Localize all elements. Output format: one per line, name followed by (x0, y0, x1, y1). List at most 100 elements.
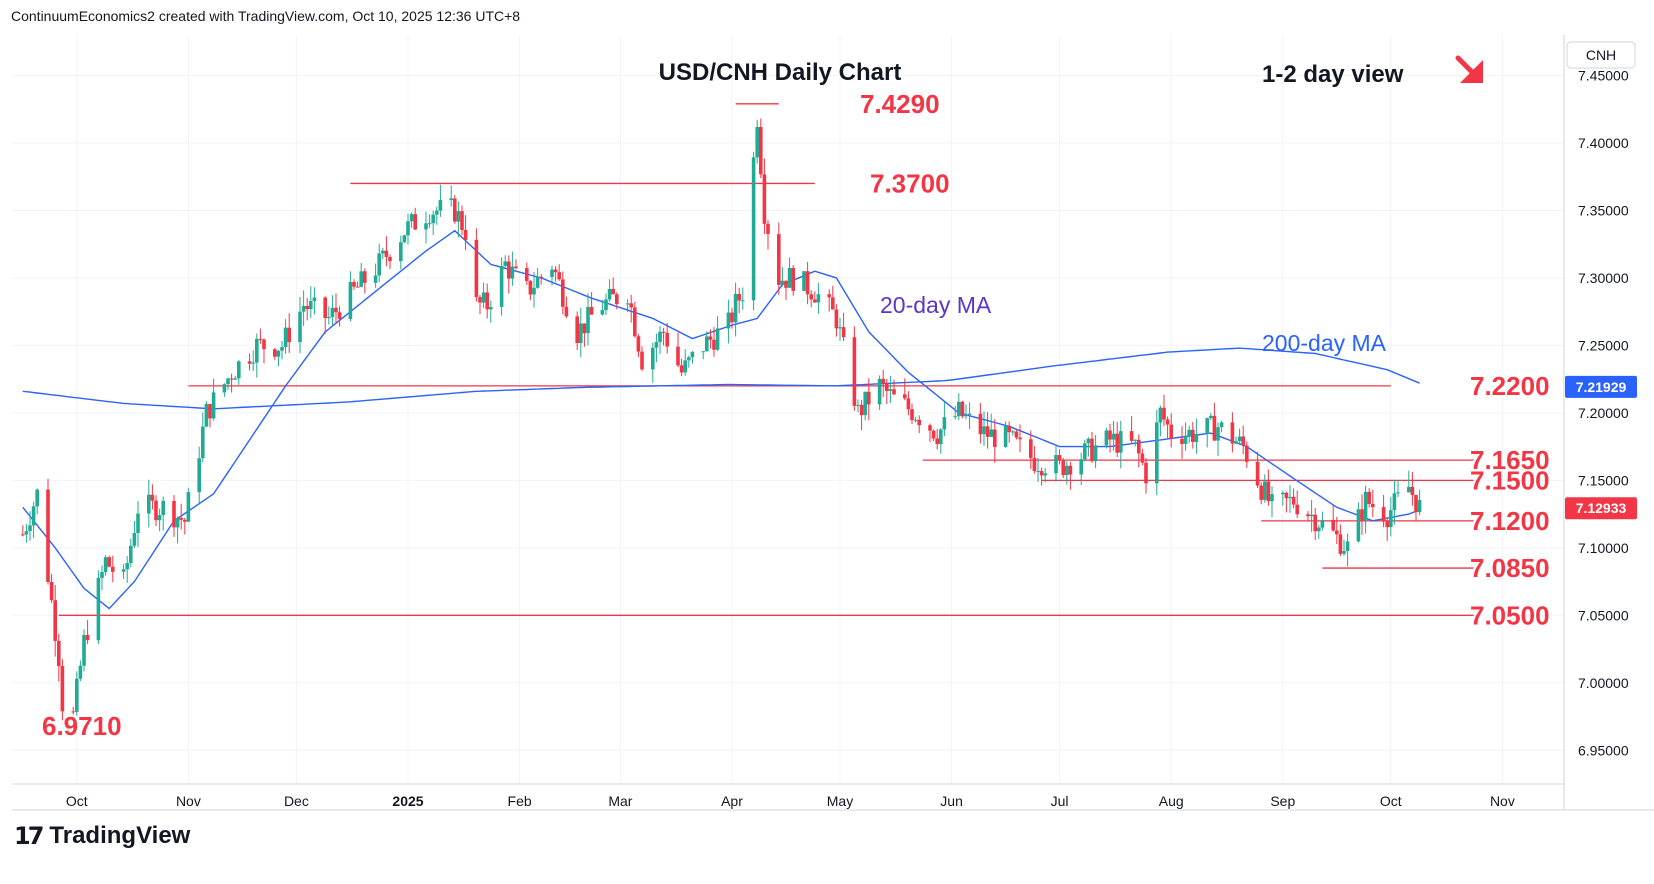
candle (147, 479, 151, 528)
candle-body (575, 316, 579, 344)
candle-body (539, 276, 543, 278)
candle (21, 525, 25, 537)
level-label: 7.0850 (1470, 553, 1550, 583)
candle-body (24, 531, 29, 535)
candle-body (82, 634, 86, 666)
candle-body (791, 267, 795, 291)
candle-body (1313, 514, 1317, 532)
candle (251, 350, 255, 371)
candle (1187, 425, 1191, 443)
candle-body (183, 519, 187, 522)
candle (1320, 511, 1325, 531)
candle-body (636, 336, 641, 352)
tradingview-logo[interactable]: 17 TradingView (14, 822, 190, 850)
candle (615, 292, 619, 310)
candle-body (1065, 465, 1069, 476)
candle (179, 503, 183, 530)
y-tick-label: 7.35000 (1578, 202, 1629, 218)
candle-body (283, 327, 288, 348)
candle (481, 282, 486, 309)
candle-body (1036, 470, 1040, 472)
candle (679, 358, 684, 377)
candle-body (57, 640, 61, 667)
candle-body (1057, 455, 1062, 460)
candle-body (881, 378, 885, 384)
candle-body (658, 331, 662, 342)
x-tick-label: Oct (66, 793, 88, 809)
candle-body (550, 269, 554, 277)
tradingview-logo-icon: 17 (14, 822, 44, 850)
candles (21, 118, 1422, 721)
x-tick-label: Jul (1051, 793, 1069, 809)
candle-body (726, 312, 731, 329)
candle-body (507, 261, 511, 279)
candle-body (438, 199, 443, 211)
candle (564, 296, 569, 318)
candle-body (1259, 485, 1263, 500)
candle (474, 228, 479, 302)
candle-body (1309, 514, 1314, 517)
candle (525, 262, 529, 285)
candle (1284, 491, 1289, 513)
candle-body (629, 303, 633, 308)
candle (1381, 494, 1386, 528)
x-tick-label: Sep (1270, 793, 1295, 809)
candle-body (852, 337, 857, 406)
candle-body (859, 404, 864, 416)
candle (759, 118, 763, 179)
candle-body (1003, 425, 1008, 447)
candle-body (312, 297, 317, 302)
candle-body (989, 429, 993, 437)
level-label: 7.2200 (1470, 371, 1550, 401)
candle-body (701, 351, 705, 353)
candle (384, 236, 389, 267)
candle (651, 342, 655, 383)
candle (305, 297, 309, 321)
candle (1165, 416, 1170, 439)
candle (705, 331, 709, 352)
candle (877, 375, 882, 410)
candle (550, 265, 554, 286)
candle-body (1410, 486, 1415, 495)
candle (413, 207, 417, 230)
candle (1309, 500, 1314, 532)
candle-body (906, 398, 911, 410)
candle (993, 419, 997, 463)
candle (1011, 429, 1015, 436)
candle (359, 262, 363, 288)
candle-body (197, 458, 201, 493)
candle-body (301, 306, 306, 312)
candle (402, 234, 407, 244)
candle-body (201, 426, 205, 459)
candle-body (967, 413, 972, 415)
candle (503, 255, 507, 268)
symbol-badge[interactable] (1566, 41, 1636, 69)
candle-body (1219, 422, 1224, 428)
candle (985, 412, 990, 449)
candle-body (1331, 519, 1335, 531)
candle-body (402, 235, 407, 243)
candle (1216, 422, 1220, 456)
candle-body (939, 429, 943, 445)
candle (726, 299, 731, 344)
candle (435, 206, 439, 225)
candle (1414, 494, 1418, 522)
candle-body (359, 271, 363, 287)
candle-body (841, 327, 846, 338)
candle (885, 378, 889, 405)
candle (917, 415, 921, 434)
candle (654, 333, 659, 363)
candle (485, 283, 489, 319)
candle-body (1230, 422, 1235, 444)
candle-body (1187, 429, 1191, 436)
x-tick-label: Dec (284, 793, 309, 809)
candle-body (409, 214, 414, 222)
candle (784, 280, 788, 300)
candle (463, 215, 468, 250)
candle-body (453, 198, 457, 222)
candle-body (942, 417, 947, 430)
candle (431, 210, 435, 236)
candle (1029, 430, 1033, 469)
